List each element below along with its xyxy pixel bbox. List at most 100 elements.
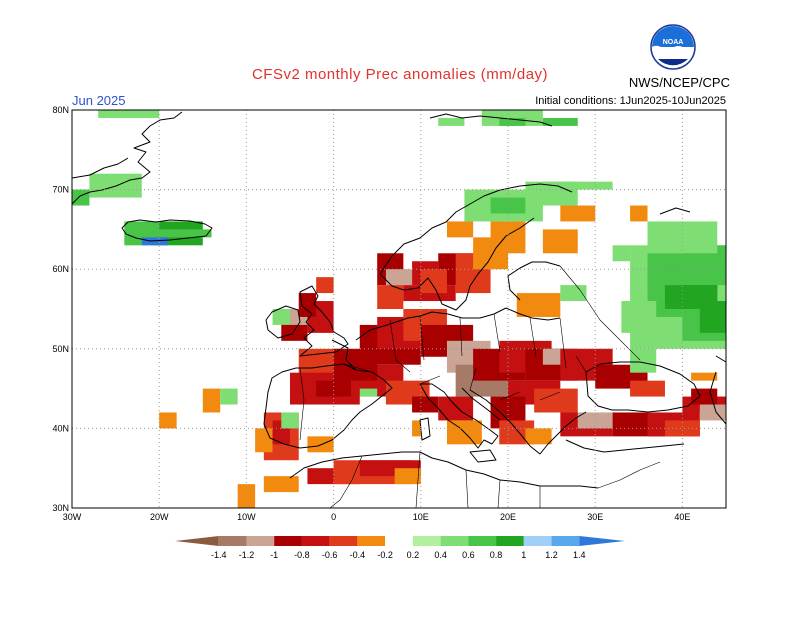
legend-swatch <box>246 536 275 546</box>
initial-conditions: Initial conditions: 1Jun2025-10Jun2025 <box>535 95 726 107</box>
anomaly-cell <box>237 484 256 508</box>
lon-label: 0 <box>331 512 336 522</box>
legend-label: -0.2 <box>377 550 393 560</box>
anomaly-cell <box>316 380 352 397</box>
anomaly-cell <box>542 229 578 254</box>
lat-label: 40N <box>52 423 69 433</box>
baltic-coast <box>505 261 561 321</box>
anomaly-cell <box>560 205 596 222</box>
anomaly-cell <box>612 245 631 262</box>
anomaly-cell <box>630 205 648 222</box>
anomaly-cell <box>141 237 168 246</box>
country-borders <box>299 265 661 509</box>
anomaly-cell <box>377 285 404 309</box>
lat-label: 70N <box>52 185 69 195</box>
lat-label: 50N <box>52 344 69 354</box>
lon-label: 10E <box>413 512 429 522</box>
noaa-logo-text: NOAA <box>663 39 684 46</box>
iberia-coast <box>263 363 393 449</box>
legend-swatch <box>218 536 247 546</box>
legend-swatch <box>551 536 580 546</box>
anomaly-cell <box>281 412 299 429</box>
anomaly-cell <box>621 301 657 333</box>
legend-swatch <box>274 536 302 546</box>
scandinavia-coast <box>379 183 573 311</box>
anomaly-cell <box>446 221 474 238</box>
anomaly-cell <box>560 285 587 302</box>
anomaly-cell <box>499 117 526 126</box>
anomaly-cell <box>438 117 465 126</box>
lon-label: 40E <box>674 512 690 522</box>
anomaly-cell <box>202 388 221 413</box>
forecast-month: Jun 2025 <box>72 93 126 108</box>
svalbard-coast <box>429 113 553 127</box>
legend-label: 0.4 <box>434 550 447 560</box>
legend-swatch <box>357 536 386 546</box>
coastlines <box>71 111 727 509</box>
mainland-north-coast <box>355 307 507 341</box>
anomaly-cell <box>630 380 665 397</box>
lat-label: 30N <box>52 503 69 513</box>
north-africa-coast <box>289 451 599 489</box>
anomaly-cell <box>438 396 474 421</box>
novaya-zemlya-coast <box>659 207 691 215</box>
anomaly-cell <box>412 396 439 413</box>
legend-label: 1.4 <box>573 550 586 560</box>
legend-swatch <box>412 536 441 546</box>
legend-label: -1 <box>270 550 278 560</box>
legend-label: -0.6 <box>322 550 338 560</box>
britain-coast <box>299 285 349 357</box>
anomaly-cell <box>691 372 718 381</box>
legend-label: -0.4 <box>350 550 366 560</box>
adriatic-coast <box>461 387 501 421</box>
legend-label: 0.6 <box>462 550 475 560</box>
agency-label: NWS/NCEP/CPC <box>628 75 730 90</box>
legend-label: 0.8 <box>490 550 503 560</box>
legend-swatch <box>579 536 625 546</box>
anomaly-cell <box>542 117 578 126</box>
anomaly-cell <box>316 277 334 294</box>
anomaly-cell <box>263 476 299 493</box>
anomaly-cell <box>359 388 378 397</box>
legend-swatch <box>329 536 358 546</box>
map-frame <box>71 109 727 509</box>
legend-swatch <box>175 536 219 546</box>
lat-label: 80N <box>52 105 69 115</box>
legend-label: -1.2 <box>239 550 255 560</box>
legend-swatch <box>468 536 497 546</box>
lon-label: 30W <box>63 512 82 522</box>
anomaly-cell <box>647 269 683 286</box>
sardinia-coast <box>419 417 431 441</box>
lon-label: 30E <box>587 512 603 522</box>
legend-swatch <box>385 536 413 546</box>
anomaly-cell <box>385 269 413 286</box>
anomaly-cell <box>394 468 421 485</box>
iceland-coast <box>121 219 213 242</box>
noaa-logo: NOAA <box>650 24 696 70</box>
legend-swatch <box>496 536 524 546</box>
france-coast <box>331 339 357 371</box>
anomaly-cell <box>699 301 726 333</box>
anomaly-cell <box>420 269 447 294</box>
anomaly-cell <box>272 309 290 325</box>
legend-swatch <box>301 536 330 546</box>
anomaly-cell <box>159 412 177 429</box>
legend-label: -0.8 <box>294 550 310 560</box>
legend-label: 0.2 <box>407 550 420 560</box>
legend-label: 1 <box>521 550 526 560</box>
lat-label: 60N <box>52 264 69 274</box>
anomaly-cell <box>664 420 700 437</box>
lon-label: 20E <box>500 512 516 522</box>
anomaly-cell <box>534 388 578 413</box>
anomaly-cell <box>542 181 613 190</box>
caspian-coast <box>709 355 727 425</box>
anomaly-cell <box>630 348 657 373</box>
anomaly-cell <box>525 428 552 445</box>
anomaly-cell <box>220 388 238 405</box>
greenland-coast <box>71 111 183 205</box>
legend-swatch <box>440 536 469 546</box>
black-sea-coast <box>585 361 701 413</box>
anomaly-cell <box>307 436 334 453</box>
